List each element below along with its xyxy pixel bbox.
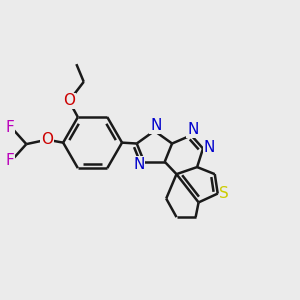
Text: S: S — [219, 186, 229, 201]
Text: O: O — [41, 132, 53, 147]
Text: N: N — [187, 122, 198, 137]
Text: O: O — [63, 93, 75, 108]
Text: N: N — [133, 157, 145, 172]
Text: N: N — [204, 140, 215, 154]
Text: F: F — [6, 120, 14, 135]
Text: N: N — [150, 118, 162, 133]
Text: F: F — [6, 153, 14, 168]
